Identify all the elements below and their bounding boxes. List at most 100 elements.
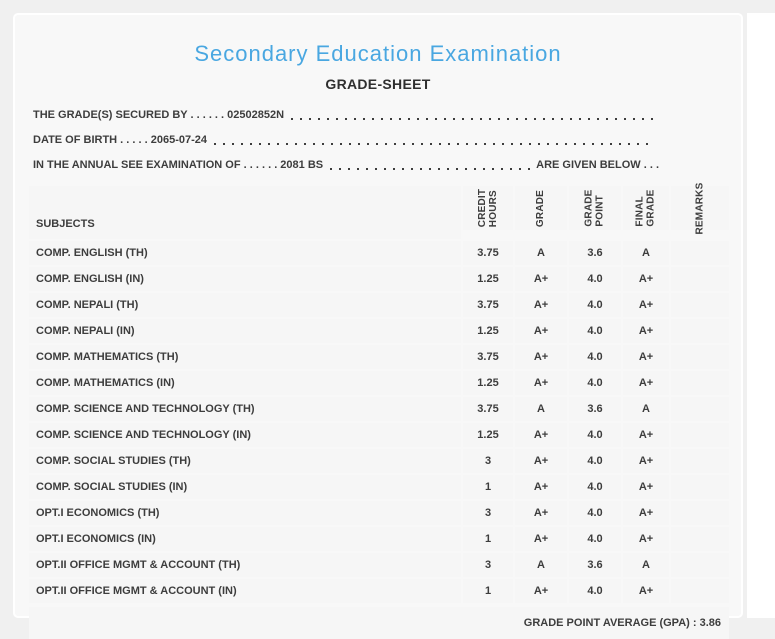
remarks-cell [671, 267, 729, 291]
subject-cell: COMP. SOCIAL STUDIES (IN) [29, 475, 461, 499]
final-grade-cell: A+ [623, 267, 669, 291]
final-grade-cell: A+ [623, 527, 669, 551]
grade-cell: A+ [515, 371, 567, 395]
table-row: COMP. SOCIAL STUDIES (IN) 1 A+ 4.0 A+ [29, 475, 729, 499]
grade-cell: A [515, 241, 567, 265]
rotated-header-label: FINAL GRADE [635, 189, 657, 227]
subject-cell: COMP. MATHEMATICS (IN) [29, 371, 461, 395]
dotted-leader [330, 168, 533, 170]
subject-cell: COMP. SCIENCE AND TECHNOLOGY (IN) [29, 423, 461, 447]
grade-point-cell: 4.0 [569, 293, 621, 317]
grade-point-cell: 4.0 [569, 579, 621, 603]
table-row: COMP. NEPALI (IN) 1.25 A+ 4.0 A+ [29, 319, 729, 343]
table-row: OPT.I ECONOMICS (IN) 1 A+ 4.0 A+ [29, 527, 729, 551]
grade-cell: A+ [515, 345, 567, 369]
remarks-cell [671, 397, 729, 421]
remarks-cell [671, 241, 729, 265]
grade-cell: A [515, 553, 567, 577]
credit-hours-cell: 1 [463, 527, 513, 551]
column-header-subjects: SUBJECTS [29, 186, 461, 239]
subject-cell: COMP. MATHEMATICS (TH) [29, 345, 461, 369]
page-title: Secondary Education Examination [194, 41, 562, 66]
column-header-final-grade: FINAL GRADE [623, 186, 669, 230]
grade-point-cell: 4.0 [569, 267, 621, 291]
table-row: COMP. MATHEMATICS (TH) 3.75 A+ 4.0 A+ [29, 345, 729, 369]
table-row: OPT.II OFFICE MGMT & ACCOUNT (TH) 3 A 3.6 A [29, 553, 729, 577]
final-grade-cell: A [623, 553, 669, 577]
rotated-header-label: REMARKS [694, 182, 706, 234]
credit-hours-cell: 1.25 [463, 371, 513, 395]
credit-hours-cell: 3.75 [463, 241, 513, 265]
subject-cell: OPT.II OFFICE MGMT & ACCOUNT (IN) [29, 579, 461, 603]
info-line-text: THE GRADE(S) SECURED BY . . . . . . 0250… [33, 109, 285, 121]
final-grade-cell: A+ [623, 293, 669, 317]
grade-point-cell: 4.0 [569, 475, 621, 499]
info-line-examination-year: IN THE ANNUAL SEE EXAMINATION OF . . . .… [33, 159, 659, 172]
grade-point-cell: 4.0 [569, 319, 621, 343]
grade-cell: A+ [515, 527, 567, 551]
table-row: COMP. ENGLISH (IN) 1.25 A+ 4.0 A+ [29, 267, 729, 291]
info-line-suffix: ARE GIVEN BELOW . . . [536, 159, 659, 171]
column-header-credit-hours: CREDIT HOURS [463, 186, 513, 230]
credit-hours-cell: 1.25 [463, 319, 513, 343]
table-row: COMP. MATHEMATICS (IN) 1.25 A+ 4.0 A+ [29, 371, 729, 395]
credit-hours-cell: 3.75 [463, 293, 513, 317]
table-row: COMP. NEPALI (TH) 3.75 A+ 4.0 A+ [29, 293, 729, 317]
subject-cell: OPT.I ECONOMICS (TH) [29, 501, 461, 525]
remarks-cell [671, 527, 729, 551]
remarks-cell [671, 501, 729, 525]
subject-cell: COMP. NEPALI (IN) [29, 319, 461, 343]
credit-hours-cell: 3.75 [463, 397, 513, 421]
subject-cell: COMP. ENGLISH (IN) [29, 267, 461, 291]
remarks-cell [671, 371, 729, 395]
page-right-area [747, 13, 775, 618]
grade-cell: A+ [515, 501, 567, 525]
grade-point-cell: 4.0 [569, 527, 621, 551]
grade-cell: A+ [515, 319, 567, 343]
remarks-cell [671, 475, 729, 499]
final-grade-cell: A+ [623, 501, 669, 525]
info-line-grades-secured-by: THE GRADE(S) SECURED BY . . . . . . 0250… [33, 109, 659, 122]
remarks-cell [671, 423, 729, 447]
final-grade-cell: A+ [623, 371, 669, 395]
table-row: COMP. SCIENCE AND TECHNOLOGY (TH) 3.75 A 3.… [29, 397, 729, 421]
grade-cell: A+ [515, 579, 567, 603]
page-subtitle: GRADE-SHEET [325, 76, 431, 92]
grade-point-cell: 4.0 [569, 501, 621, 525]
column-header-grade: GRADE [515, 186, 567, 230]
grade-point-cell: 4.0 [569, 371, 621, 395]
grade-cell: A [515, 397, 567, 421]
info-line-text: IN THE ANNUAL SEE EXAMINATION OF . . . .… [33, 159, 324, 171]
final-grade-cell: A+ [623, 449, 669, 473]
candidate-info: THE GRADE(S) SECURED BY . . . . . . 0250… [27, 109, 729, 172]
grade-cell: A+ [515, 475, 567, 499]
grade-cell: A+ [515, 293, 567, 317]
grade-sheet-card: Secondary Education Examination GRADE-SH… [13, 13, 743, 639]
rotated-header-label: GRADE [535, 189, 547, 227]
grade-cell: A+ [515, 267, 567, 291]
credit-hours-cell: 1 [463, 475, 513, 499]
grades-table-header: SUBJECTS CREDIT HOURS GRADE GRADE POINT FIN… [29, 182, 729, 239]
grades-table: SUBJECTS CREDIT HOURS GRADE GRADE POINT FIN… [29, 182, 729, 603]
grade-point-cell: 4.0 [569, 449, 621, 473]
subject-cell: OPT.II OFFICE MGMT & ACCOUNT (TH) [29, 553, 461, 577]
grade-point-cell: 3.6 [569, 553, 621, 577]
rotated-header-label: GRADE POINT [584, 189, 606, 227]
rotated-header-label: CREDIT HOURS [476, 188, 499, 228]
remarks-cell [671, 553, 729, 577]
info-line-text: DATE OF BIRTH . . . . . 2065-07-24 [33, 134, 208, 146]
column-header-remarks: REMARKS [671, 182, 729, 234]
gpa-summary-bar: GRADE POINT AVERAGE (GPA) : 3.86 [29, 607, 729, 639]
grade-point-cell: 3.6 [569, 397, 621, 421]
dotted-leader [214, 143, 655, 145]
grade-cell: A+ [515, 423, 567, 447]
credit-hours-cell: 1.25 [463, 423, 513, 447]
subject-cell: COMP. SOCIAL STUDIES (TH) [29, 449, 461, 473]
credit-hours-cell: 3 [463, 449, 513, 473]
final-grade-cell: A+ [623, 579, 669, 603]
final-grade-cell: A+ [623, 423, 669, 447]
subject-cell: COMP. NEPALI (TH) [29, 293, 461, 317]
table-row: OPT.II OFFICE MGMT & ACCOUNT (IN) 1 A+ 4.0 A… [29, 579, 729, 603]
column-header-grade-point: GRADE POINT [569, 186, 621, 230]
remarks-cell [671, 319, 729, 343]
